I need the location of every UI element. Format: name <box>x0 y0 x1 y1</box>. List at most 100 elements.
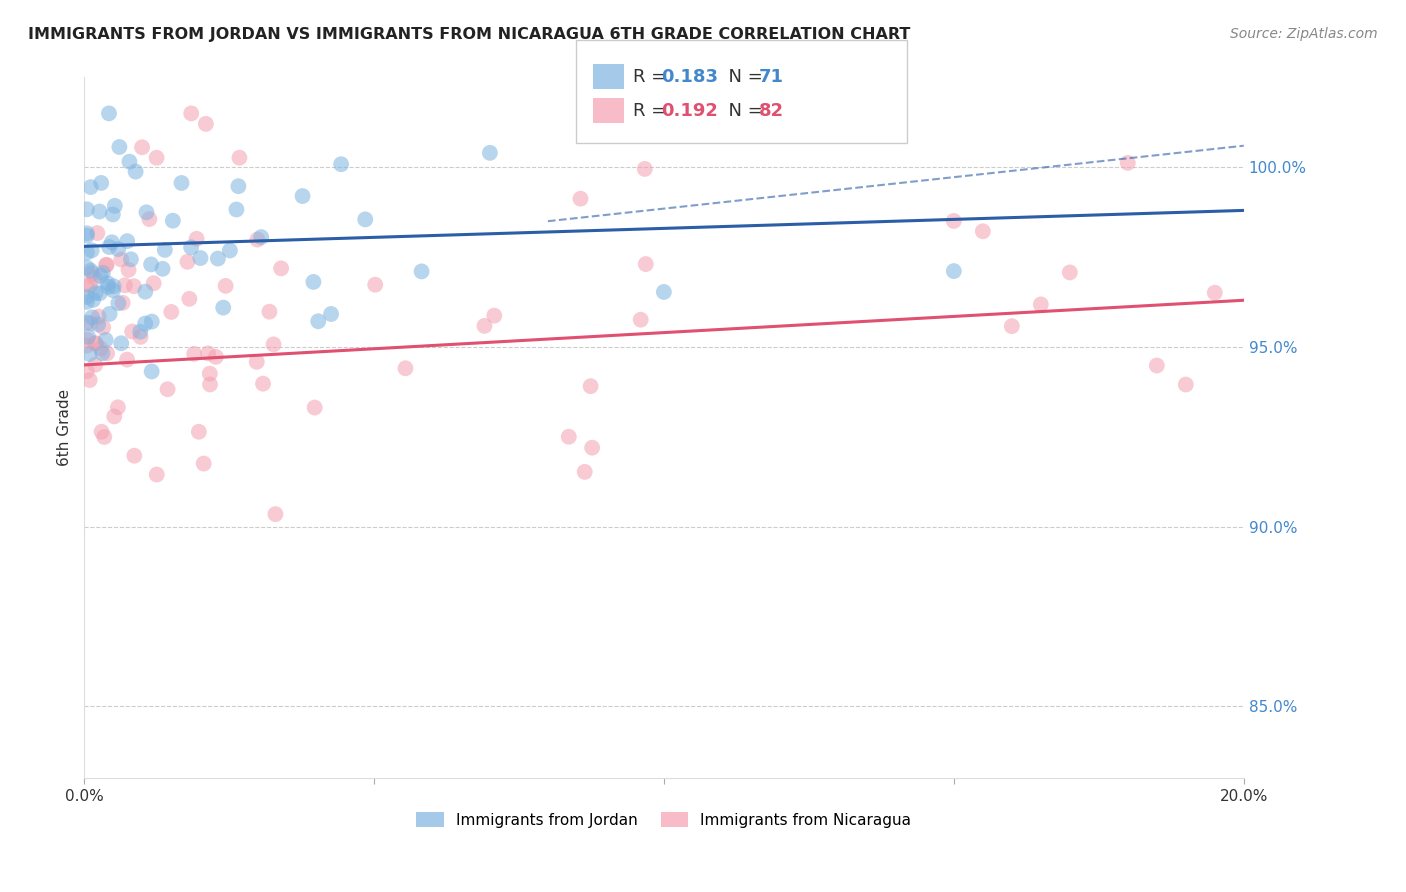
Point <box>142 276 165 290</box>
Point <box>98 240 121 254</box>
Point <box>411 264 433 278</box>
Point <box>259 304 281 318</box>
Point <box>80 244 103 258</box>
Point <box>138 212 160 227</box>
Point <box>246 355 269 369</box>
Point <box>304 401 326 415</box>
Point <box>89 286 111 301</box>
Point <box>76 228 98 243</box>
Point <box>474 318 496 333</box>
Point <box>264 507 287 521</box>
Point <box>194 117 217 131</box>
Point <box>1174 377 1197 392</box>
Point <box>134 317 156 331</box>
Point <box>187 425 209 439</box>
Point <box>122 279 145 293</box>
Point <box>76 202 98 217</box>
Point <box>228 179 250 194</box>
Point <box>84 286 107 301</box>
Point <box>630 312 652 326</box>
Point <box>94 258 117 272</box>
Point <box>115 234 138 248</box>
Point <box>107 296 129 310</box>
Point <box>634 161 657 176</box>
Point <box>1059 265 1081 279</box>
Point <box>478 145 501 160</box>
Point <box>219 244 242 258</box>
Point <box>139 257 162 271</box>
Point <box>82 310 104 325</box>
Point <box>252 376 274 391</box>
Point <box>558 430 581 444</box>
Point <box>307 314 329 328</box>
Point <box>93 430 115 444</box>
Point <box>115 352 138 367</box>
Point <box>193 457 215 471</box>
Point <box>270 261 292 276</box>
Point <box>198 377 221 392</box>
Point <box>145 467 167 482</box>
Point <box>1146 359 1168 373</box>
Point <box>156 382 179 396</box>
Text: IMMIGRANTS FROM JORDAN VS IMMIGRANTS FROM NICARAGUA 6TH GRADE CORRELATION CHART: IMMIGRANTS FROM JORDAN VS IMMIGRANTS FRO… <box>28 27 911 42</box>
Point <box>84 358 107 372</box>
Point <box>110 336 132 351</box>
Point <box>364 277 387 292</box>
Point <box>302 275 325 289</box>
Point <box>124 164 146 178</box>
Point <box>111 295 134 310</box>
Point <box>1001 319 1024 334</box>
Point <box>86 226 108 240</box>
Point <box>94 333 117 347</box>
Text: N =: N = <box>717 68 769 86</box>
Point <box>79 278 101 293</box>
Point <box>179 292 201 306</box>
Point <box>190 251 212 265</box>
Point <box>1116 156 1139 170</box>
Point <box>91 346 114 360</box>
Point <box>129 330 152 344</box>
Point <box>183 347 205 361</box>
Point <box>80 180 103 194</box>
Point <box>652 285 675 299</box>
Point <box>76 227 98 241</box>
Point <box>129 325 152 339</box>
Point <box>103 279 125 293</box>
Point <box>972 224 994 238</box>
Point <box>76 290 98 304</box>
Point <box>134 285 156 299</box>
Point <box>291 189 314 203</box>
Point <box>87 318 110 332</box>
Point <box>225 202 247 217</box>
Point <box>76 278 98 293</box>
Point <box>87 310 110 324</box>
Text: 0.192: 0.192 <box>661 102 717 120</box>
Point <box>569 192 592 206</box>
Point <box>76 294 98 309</box>
Point <box>394 361 416 376</box>
Point <box>96 346 118 360</box>
Text: 0.183: 0.183 <box>661 68 718 86</box>
Point <box>212 301 235 315</box>
Point <box>107 242 129 256</box>
Point <box>1029 297 1052 311</box>
Point <box>76 260 98 275</box>
Point <box>103 409 125 424</box>
Point <box>153 243 176 257</box>
Point <box>107 401 129 415</box>
Text: 82: 82 <box>759 102 785 120</box>
Point <box>96 258 118 272</box>
Legend: Immigrants from Jordan, Immigrants from Nicaragua: Immigrants from Jordan, Immigrants from … <box>411 805 918 834</box>
Point <box>214 279 236 293</box>
Point <box>101 207 124 221</box>
Text: N =: N = <box>717 102 769 120</box>
Point <box>574 465 596 479</box>
Point <box>98 106 121 120</box>
Point <box>141 364 163 378</box>
Point <box>110 252 132 267</box>
Text: 71: 71 <box>759 68 785 86</box>
Point <box>176 255 198 269</box>
Point <box>942 214 965 228</box>
Text: Source: ZipAtlas.com: Source: ZipAtlas.com <box>1230 27 1378 41</box>
Point <box>145 151 167 165</box>
